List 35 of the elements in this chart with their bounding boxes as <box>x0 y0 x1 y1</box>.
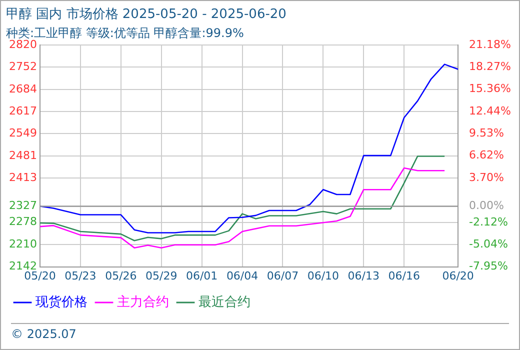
x-tick-label: 06/10 <box>307 269 340 282</box>
y-tick-label: 2684 <box>8 82 37 96</box>
y2-tick-label: 15.36% <box>469 82 512 96</box>
y2-tick-label: 12.44% <box>469 104 512 118</box>
chart-title: 甲醇 国内 市场价格 2025-05-20 - 2025-06-20 <box>6 7 286 22</box>
x-tick-label: 06/07 <box>266 269 299 282</box>
x-tick-label: 06/13 <box>348 269 380 282</box>
y-tick-label: 2820 <box>8 38 37 51</box>
y2-tick-label: 6.62% <box>469 148 504 162</box>
y-tick-label: 2327 <box>8 199 37 212</box>
chart-subtitle: 种类:工业甲醇 等级:优等品 甲醇含量:99.9% <box>6 26 244 40</box>
y2-tick-label: 18.27% <box>469 60 512 74</box>
x-tick-label: 05/29 <box>146 269 178 282</box>
x-tick-label: 05/23 <box>64 269 96 282</box>
legend-label: 现货价格 <box>36 294 88 310</box>
x-tick-label: 05/26 <box>105 269 137 282</box>
y-tick-label: 2278 <box>8 215 37 228</box>
y2-tick-label: 21.18% <box>469 38 512 51</box>
y-tick-label: 2413 <box>8 171 37 184</box>
legend-label: 主力合约 <box>117 294 169 310</box>
y-tick-label: 2481 <box>8 148 37 162</box>
y-tick-label: 2549 <box>8 126 37 140</box>
y2-tick-label: 9.53% <box>469 126 504 140</box>
y-tick-label: 2752 <box>8 60 37 74</box>
y2-tick-label: 3.70% <box>469 170 504 184</box>
y-tick-label: 2210 <box>8 237 37 250</box>
x-tick-label: 06/01 <box>186 269 218 282</box>
y2-tick-label: -2.12% <box>469 215 508 228</box>
legend-label: 最近合约 <box>198 294 250 310</box>
x-tick-label: 06/04 <box>226 269 258 282</box>
y2-tick-label: -5.04% <box>469 238 508 250</box>
y2-tick-label: 0.00% <box>469 199 504 212</box>
text: © 2025.07 <box>11 327 76 341</box>
y-tick-label: 2617 <box>8 104 37 118</box>
x-tick-label: 06/16 <box>388 269 420 282</box>
